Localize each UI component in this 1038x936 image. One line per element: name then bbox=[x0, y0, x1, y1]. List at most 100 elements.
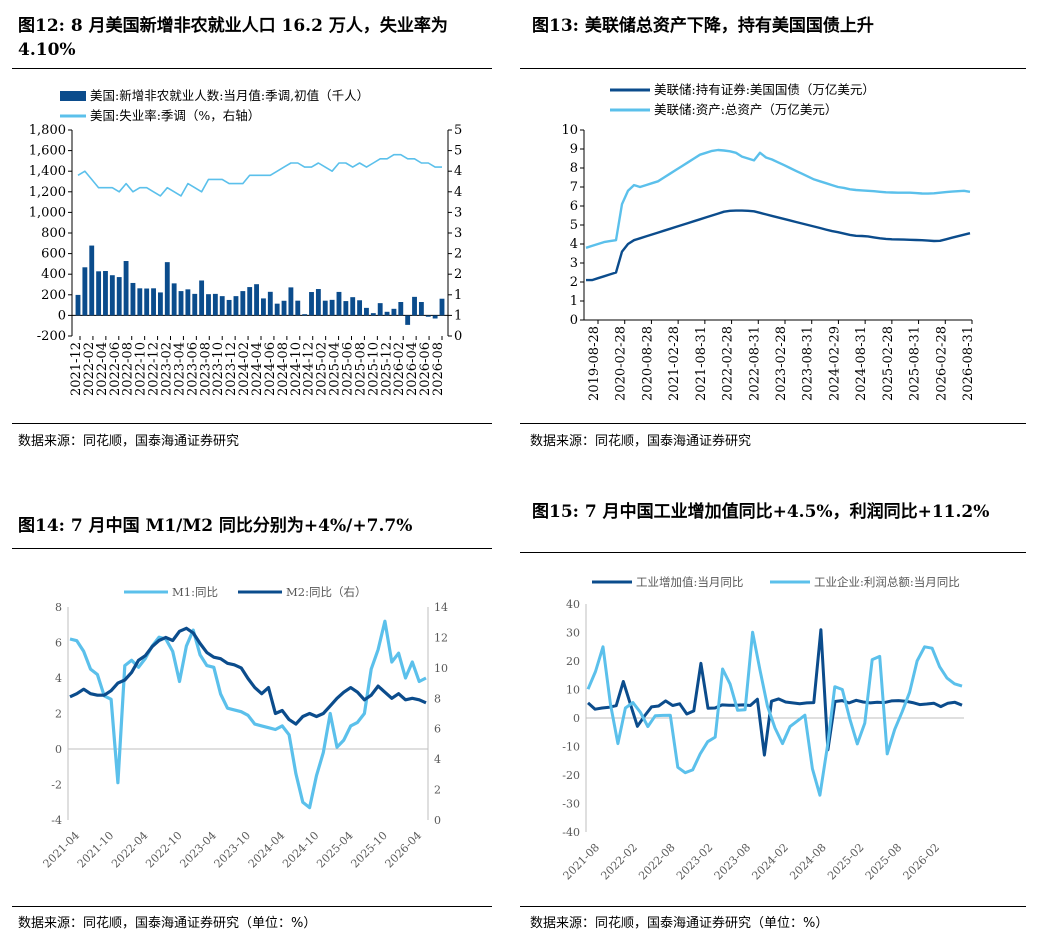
source-rule bbox=[12, 906, 492, 907]
x-tick-label: 2024-06 bbox=[263, 342, 278, 396]
x-tick-label: 2025-04 bbox=[314, 829, 356, 871]
y-tick-label: -2 bbox=[51, 779, 62, 792]
bar bbox=[364, 307, 369, 316]
bar bbox=[233, 296, 239, 316]
y2-tick-label: 1 bbox=[454, 288, 462, 303]
y2-tick-label: 12 bbox=[434, 631, 448, 644]
y2-tick-label: 14 bbox=[434, 601, 448, 614]
x-tick-label: 2024-02 bbox=[749, 841, 791, 883]
bar bbox=[96, 271, 102, 316]
y-tick-label: 6 bbox=[55, 637, 62, 650]
x-tick-label: 2024-08-31 bbox=[854, 326, 869, 401]
bar bbox=[144, 288, 150, 316]
bar bbox=[281, 300, 287, 316]
bar bbox=[261, 298, 266, 316]
y-tick-label: 1,000 bbox=[29, 205, 66, 220]
legend-label: 工业增加值:当月同比 bbox=[636, 575, 743, 589]
y-tick-label: 4 bbox=[55, 672, 62, 685]
x-tick-label: 2026-04 bbox=[383, 829, 425, 871]
series-line bbox=[69, 619, 427, 810]
legend-label: 美联储:持有证券:美国国债（万亿美元） bbox=[654, 82, 875, 97]
y-tick-label: -4 bbox=[51, 814, 62, 827]
bar bbox=[315, 289, 321, 316]
x-tick-label: 2023-08 bbox=[712, 841, 754, 883]
bar bbox=[370, 313, 376, 316]
x-tick-label: 2021-12 bbox=[69, 342, 84, 396]
bar bbox=[267, 291, 273, 316]
x-tick-label: 2021-08 bbox=[561, 841, 603, 883]
series-line bbox=[585, 148, 971, 249]
x-tick-label: 2024-04 bbox=[246, 829, 288, 871]
x-tick-label: 2022-10 bbox=[143, 829, 185, 871]
legend-label: M1:同比 bbox=[172, 585, 218, 599]
bar bbox=[418, 302, 424, 316]
bar bbox=[82, 267, 88, 316]
bar bbox=[288, 287, 294, 316]
x-tick-label: 2024-12 bbox=[302, 342, 317, 396]
y-tick-label: 3 bbox=[570, 256, 578, 271]
source-note: 数据来源：同花顺，国泰海通证券研究（单位：%） bbox=[530, 916, 829, 931]
series-line bbox=[587, 628, 963, 757]
legend-swatch bbox=[60, 91, 86, 101]
x-tick-label: 2022-10 bbox=[134, 342, 149, 396]
source-rule bbox=[520, 906, 1026, 907]
legend-label: 美国:新增非农就业人数:当月值:季调,初值（千人） bbox=[90, 88, 369, 103]
x-tick-label: 2023-02 bbox=[674, 841, 716, 883]
x-tick-label: 2026-02 bbox=[392, 342, 407, 396]
bar bbox=[116, 277, 122, 316]
x-tick-label: 2021-02-28 bbox=[667, 326, 682, 401]
x-tick-label: 2024-04 bbox=[250, 342, 265, 396]
x-tick-label: 2020-02-28 bbox=[614, 326, 629, 401]
x-tick-label: 2025-10 bbox=[366, 342, 381, 396]
y2-tick-label: 0 bbox=[434, 814, 441, 827]
x-tick-label: 2021-04 bbox=[41, 829, 83, 871]
y-tick-label: 800 bbox=[41, 226, 66, 241]
source-rule bbox=[520, 423, 1026, 424]
bar bbox=[123, 261, 129, 316]
bar bbox=[377, 303, 383, 316]
y2-tick-label: 4 bbox=[454, 164, 462, 179]
y2-tick-label: 5 bbox=[454, 123, 462, 138]
y-tick-label: 0 bbox=[58, 308, 66, 323]
chart-nonfarm-unemployment: -200 0 200 400 600 800 1,000 1,200 1,400 1,600 1,8… bbox=[29, 88, 463, 396]
bar bbox=[302, 314, 308, 316]
legend-label: 工业企业:利润总额:当月同比 bbox=[814, 575, 960, 589]
chart-m1-m2: -4 -2 0 2 4 6 8 0 2 4 6 8 10 12 14 2021-042021-102022-0… bbox=[41, 585, 448, 871]
bar bbox=[199, 280, 205, 316]
panel-title-fig12: 图12: 8 月美国新增非农就业人口 16.2 万人，失业率为 4.10% bbox=[18, 16, 448, 60]
x-tick-label: 2022-06 bbox=[108, 342, 123, 396]
bar bbox=[384, 311, 390, 316]
x-tick-label: 2022-02 bbox=[82, 342, 97, 396]
x-tick-label: 2024-02-29 bbox=[827, 326, 842, 401]
y-tick-label: 0 bbox=[573, 712, 580, 725]
title-rule bbox=[520, 552, 1026, 553]
x-tick-label: 2025-02 bbox=[315, 342, 330, 396]
x-tick-label: 2022-12 bbox=[147, 342, 162, 396]
bar bbox=[322, 300, 328, 316]
x-tick-label: 2023-10 bbox=[212, 829, 254, 871]
y-tick-label: 5 bbox=[570, 218, 578, 233]
x-tick-label: 2023-12 bbox=[224, 342, 239, 396]
y-tick-label: 2 bbox=[570, 275, 578, 290]
y-tick-label: -20 bbox=[562, 769, 580, 782]
y2-tick-label: 2 bbox=[454, 247, 462, 262]
y-tick-label: -10 bbox=[562, 741, 580, 754]
x-tick-label: 2021-10 bbox=[75, 829, 117, 871]
y2-tick-label: 4 bbox=[434, 753, 441, 766]
x-tick-label: 2026-02-28 bbox=[934, 326, 949, 401]
bar bbox=[425, 315, 431, 317]
bar bbox=[226, 299, 232, 316]
x-tick-label: 2025-08-31 bbox=[908, 326, 923, 401]
bar bbox=[185, 289, 191, 316]
x-tick-label: 2023-10 bbox=[211, 342, 226, 396]
panel-title-fig14: 图14: 7 月中国 M1/M2 同比分别为+4%/+7.7% bbox=[18, 516, 413, 536]
title-rule bbox=[12, 548, 492, 549]
x-tick-label: 2022-08 bbox=[636, 841, 678, 883]
legend-label: 美国:失业率:季调（%，右轴） bbox=[90, 108, 260, 123]
y-tick-label: 10 bbox=[566, 684, 580, 697]
y-tick-label: 1,400 bbox=[29, 164, 66, 179]
y-tick-label: 40 bbox=[566, 598, 580, 611]
bar bbox=[405, 315, 411, 325]
bar bbox=[412, 296, 417, 316]
x-tick-label: 2022-04 bbox=[109, 829, 151, 871]
